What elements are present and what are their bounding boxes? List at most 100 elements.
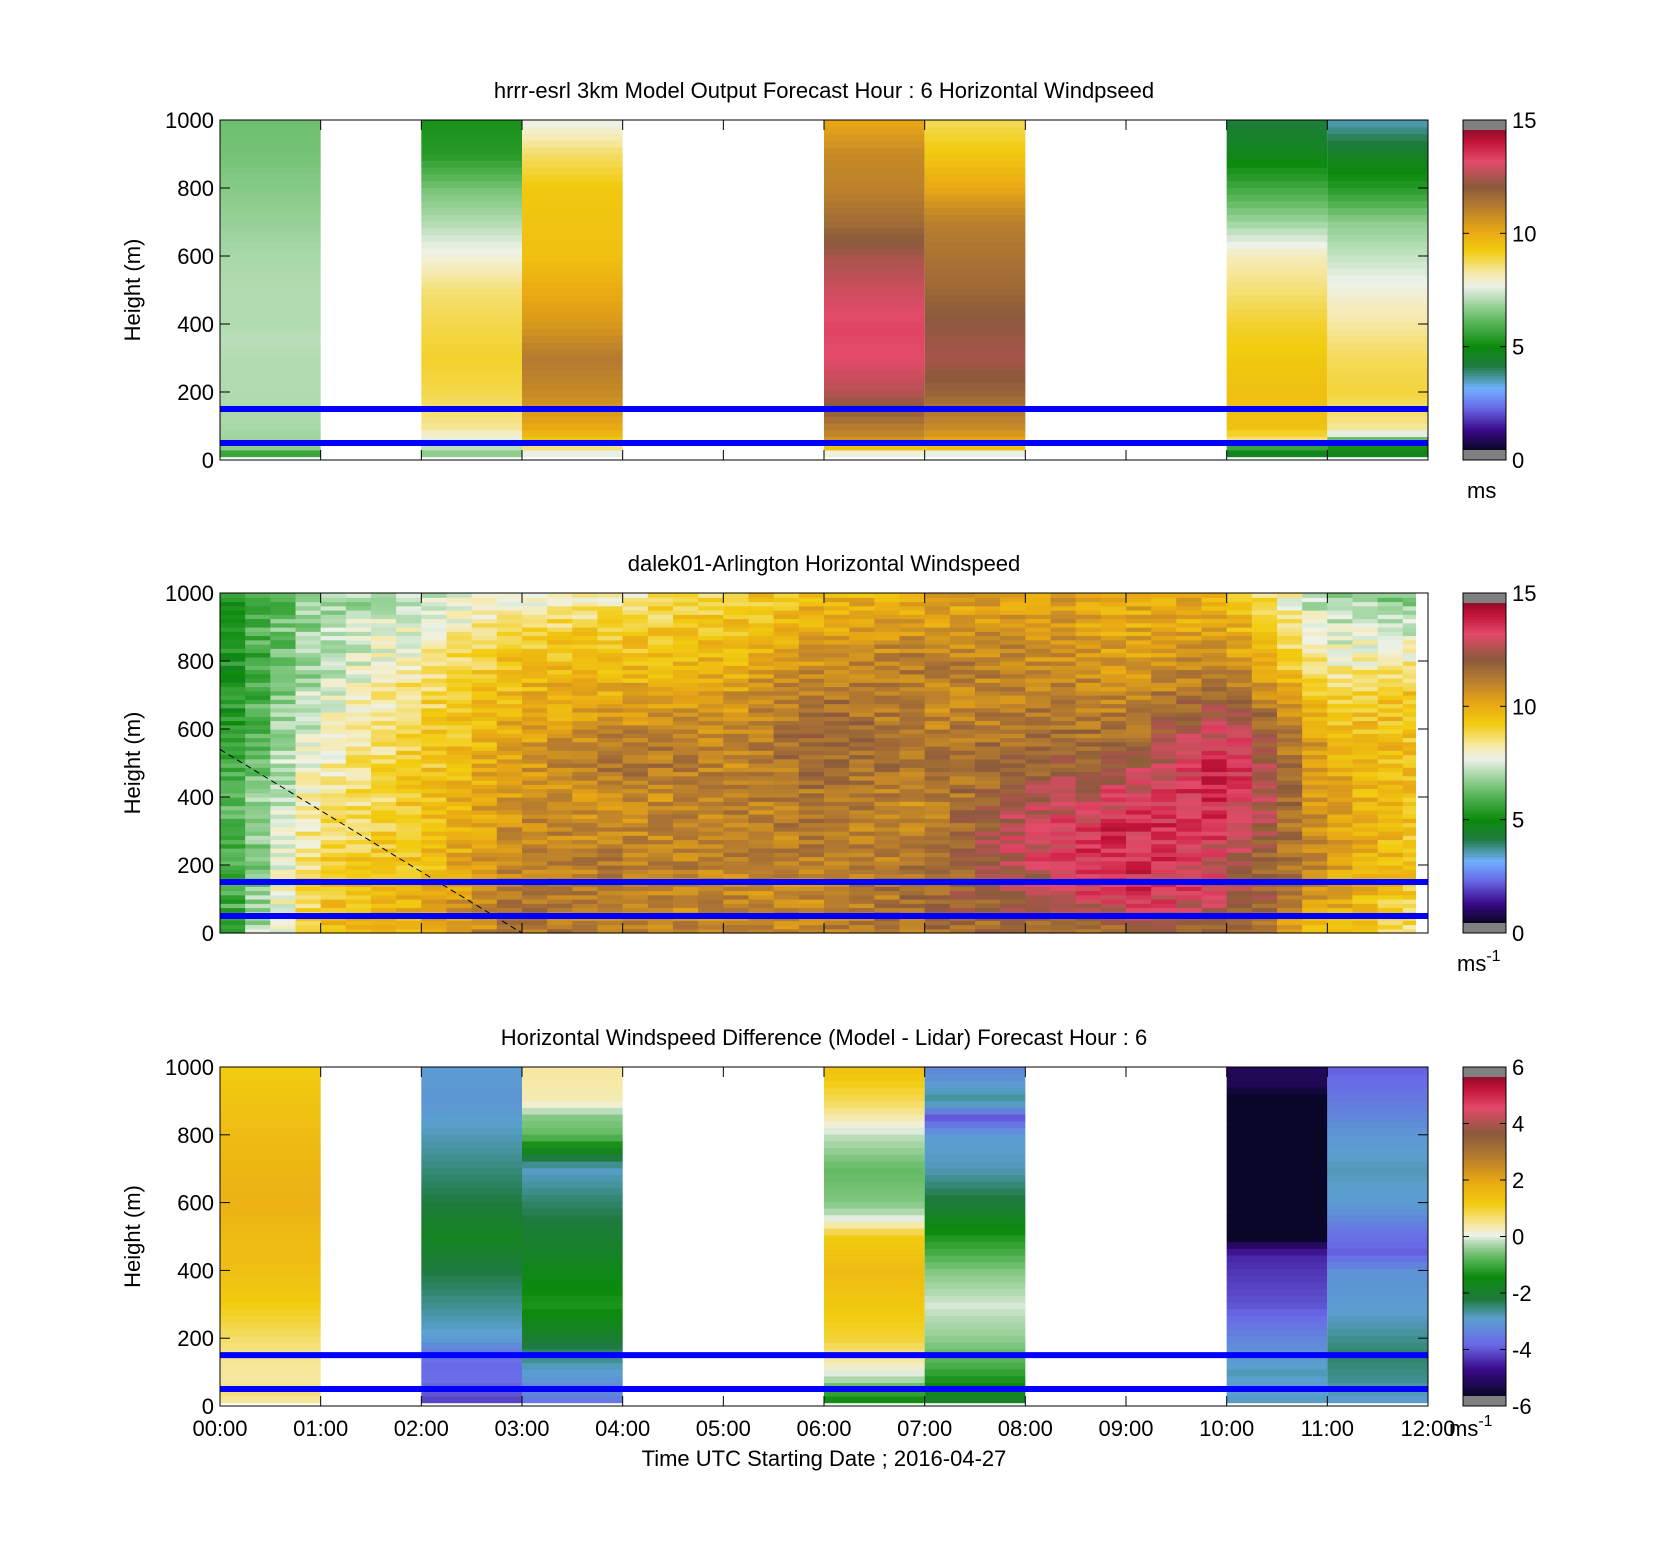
heatmap-cell (1251, 899, 1278, 904)
heatmap-cell (396, 809, 422, 815)
heatmap-cell (1201, 652, 1228, 658)
heatmap-cell (220, 1067, 321, 1075)
heatmap-cell (798, 835, 825, 841)
heatmap-cell (421, 194, 522, 202)
heatmap-cell (1277, 856, 1303, 862)
heatmap-cell (1327, 865, 1354, 870)
colorbar-swatch (1463, 135, 1506, 139)
heatmap-cell (371, 699, 397, 705)
heatmap-cell (874, 682, 901, 688)
heatmap-cell (1025, 703, 1052, 709)
heatmap-cell (924, 1201, 1026, 1209)
heatmap-cell (496, 601, 523, 607)
heatmap-cell (849, 907, 875, 913)
colorbar-swatch (1463, 624, 1506, 628)
heatmap-cell (572, 907, 599, 913)
heatmap-cell (1352, 656, 1379, 662)
heatmap-cell (1327, 724, 1354, 730)
heatmap-cell (1075, 618, 1102, 624)
heatmap-cell (572, 618, 599, 624)
colorbar-swatch (1463, 258, 1506, 262)
colorbar-swatch (1463, 255, 1506, 259)
heatmap-cell (1226, 1080, 1328, 1088)
heatmap-cell (1000, 639, 1026, 645)
heatmap-cell (396, 792, 422, 798)
heatmap-cell (622, 784, 649, 790)
heatmap-cell (824, 315, 925, 323)
heatmap-cell (522, 449, 623, 458)
heatmap-cell (723, 686, 750, 692)
heatmap-cell (522, 605, 548, 611)
heatmap-cell (572, 924, 599, 930)
heatmap-cell (748, 928, 775, 934)
heatmap-cell (1327, 1127, 1428, 1135)
colorbar-swatch (1463, 725, 1506, 729)
heatmap-cell (421, 247, 522, 256)
heatmap-cell (371, 899, 397, 904)
heatmap-cell (220, 597, 246, 603)
heatmap-cell (1377, 716, 1404, 722)
colorbar-swatch (1463, 247, 1506, 251)
heatmap-cell (824, 1335, 925, 1343)
heatmap-cell (899, 678, 926, 683)
heatmap-cell (647, 733, 674, 739)
heatmap-cell (371, 797, 397, 802)
heatmap-cell (1327, 656, 1354, 662)
heatmap-cell (1251, 814, 1278, 819)
heatmap-cell (1151, 661, 1177, 666)
heatmap-cell (421, 254, 522, 262)
heatmap-cell (421, 826, 448, 832)
heatmap-cell (371, 597, 397, 603)
heatmap-cell (245, 656, 271, 662)
heatmap-cell (1251, 890, 1278, 896)
heatmap-cell (1226, 1214, 1328, 1222)
y-tick-label: 0 (202, 1394, 214, 1419)
heatmap-cell (975, 771, 1001, 777)
heatmap-cell (1025, 622, 1052, 628)
heatmap-cell (522, 1335, 623, 1343)
heatmap-cell (220, 1241, 321, 1249)
heatmap-cell (1201, 843, 1228, 849)
heatmap-cell (949, 903, 976, 909)
heatmap-cell (949, 822, 976, 828)
heatmap-cell (824, 1395, 925, 1404)
heatmap-cell (396, 622, 422, 628)
heatmap-cell (1075, 605, 1102, 611)
heatmap-cell (1000, 703, 1026, 709)
heatmap-cell (924, 695, 951, 700)
heatmap-cell (320, 873, 347, 879)
heatmap-cell (446, 809, 473, 815)
heatmap-cell (1226, 907, 1253, 913)
heatmap-cell (1151, 648, 1177, 654)
heatmap-cell (345, 644, 372, 649)
heatmap-cell (496, 890, 523, 896)
heatmap-cell (1000, 771, 1026, 777)
heatmap-cell (924, 822, 951, 828)
heatmap-cell (698, 754, 724, 760)
heatmap-cell (1327, 288, 1428, 296)
y-tick-label: 200 (177, 1326, 214, 1351)
heatmap-cell (1050, 610, 1077, 615)
heatmap-cell (773, 720, 800, 726)
y-tick-label: 1000 (165, 108, 214, 133)
heatmap-cell (899, 746, 926, 751)
heatmap-cell (1100, 661, 1127, 666)
heatmap-cell (1226, 1295, 1328, 1303)
heatmap-cell (496, 767, 523, 773)
heatmap-cell (899, 801, 926, 807)
heatmap-cell (597, 652, 624, 658)
heatmap-cell (924, 301, 1026, 310)
heatmap-cell (295, 860, 322, 866)
heatmap-cell (1226, 355, 1328, 363)
heatmap-cell (849, 784, 875, 790)
heatmap-cell (949, 605, 976, 611)
heatmap-cell (371, 669, 397, 675)
heatmap-cell (1327, 835, 1354, 841)
heatmap-cell (1176, 750, 1203, 756)
heatmap-cell (1302, 814, 1328, 819)
heatmap-cell (522, 695, 548, 700)
heatmap-cell (723, 665, 750, 671)
heatmap-cell (1025, 661, 1052, 666)
heatmap-cell (1251, 831, 1278, 836)
heatmap-cell (874, 805, 901, 811)
